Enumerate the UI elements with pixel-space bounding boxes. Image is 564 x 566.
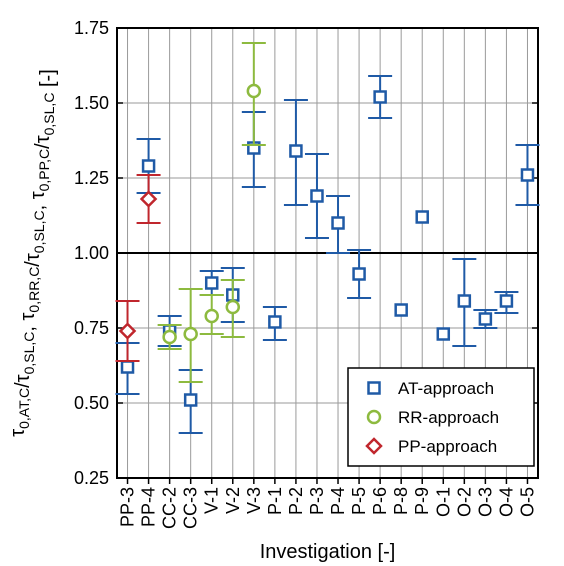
data-point <box>183 393 198 407</box>
x-tick-label: PP-4 <box>139 487 159 527</box>
data-point <box>352 267 366 281</box>
y-tick-label: 0.75 <box>74 318 109 338</box>
data-point <box>373 90 387 104</box>
data-point <box>225 299 241 315</box>
data-point <box>118 322 137 340</box>
data-point <box>415 210 429 224</box>
series-circle <box>157 42 266 383</box>
data-point <box>310 189 324 203</box>
data-point <box>520 168 535 182</box>
data-point <box>436 327 451 341</box>
x-tick-label: P-5 <box>349 487 369 515</box>
x-tick-label: O-3 <box>475 487 495 517</box>
data-point <box>183 326 198 342</box>
x-tick-label: P-6 <box>370 487 390 515</box>
y-tick-label: 1.25 <box>74 168 109 188</box>
x-tick-label: O-1 <box>433 487 453 517</box>
x-tick-label: P-9 <box>412 487 432 515</box>
data-point <box>268 315 282 329</box>
data-point <box>457 294 472 308</box>
y-tick-label: 1.75 <box>74 18 109 38</box>
data-point <box>204 276 219 290</box>
data-point <box>204 308 219 324</box>
x-tick-label: CC-3 <box>181 487 201 529</box>
legend-label: RR-approach <box>398 408 499 427</box>
legend-label: PP-approach <box>398 437 497 456</box>
y-axis: 0.25 0.50 0.75 1.00 1.25 1.50 1.75 <box>74 18 538 488</box>
data-point <box>499 294 514 308</box>
legend-marker <box>365 437 383 455</box>
x-tick-label: P-8 <box>391 487 411 515</box>
data-point <box>246 83 262 99</box>
legend-label: AT-approach <box>398 379 494 398</box>
legend: AT-approach RR-approach PP-approach <box>347 367 535 467</box>
x-tick-label: CC-2 <box>160 487 180 529</box>
data-point <box>331 216 345 230</box>
x-tick-label: P-1 <box>265 487 285 515</box>
y-axis-title: τ0,AT,C/τ0,SL,C, τ0,RR,C/τ0,SL,C, τ0,PP,… <box>7 69 59 437</box>
data-point <box>478 312 493 326</box>
data-point <box>141 159 156 173</box>
x-tick-label: O-4 <box>496 487 516 517</box>
legend-marker <box>366 409 382 425</box>
data-point <box>139 190 158 208</box>
x-axis: PP-3 PP-4 CC-2 CC-3 V-1 V-2 V-3 P-1 P-2 P-3 P-4 P-5… <box>118 478 537 529</box>
x-tick-label: P-3 <box>307 487 327 515</box>
x-tick-label: V-1 <box>202 487 222 514</box>
y-tick-label: 1.00 <box>74 243 109 263</box>
data-point <box>120 360 135 374</box>
data-point <box>162 329 177 345</box>
y-tick-label: 0.50 <box>74 393 109 413</box>
x-tick-label: V-3 <box>244 487 264 514</box>
x-axis-title: Investigation [-] <box>260 541 396 563</box>
data-layer <box>115 42 540 434</box>
x-tick-label: P-2 <box>286 487 306 515</box>
series-diamond <box>115 174 161 362</box>
legend-marker <box>367 381 381 395</box>
x-tick-label: V-2 <box>223 487 243 514</box>
x-tick-label: P-4 <box>328 487 348 515</box>
y-tick-label: 1.50 <box>74 93 109 113</box>
x-tick-label: PP-3 <box>118 487 138 527</box>
data-point <box>289 144 303 158</box>
x-tick-label: O-2 <box>454 487 474 517</box>
y-tick-label: 0.25 <box>74 468 109 488</box>
x-tick-label: O-5 <box>517 487 537 517</box>
data-point <box>394 303 408 317</box>
